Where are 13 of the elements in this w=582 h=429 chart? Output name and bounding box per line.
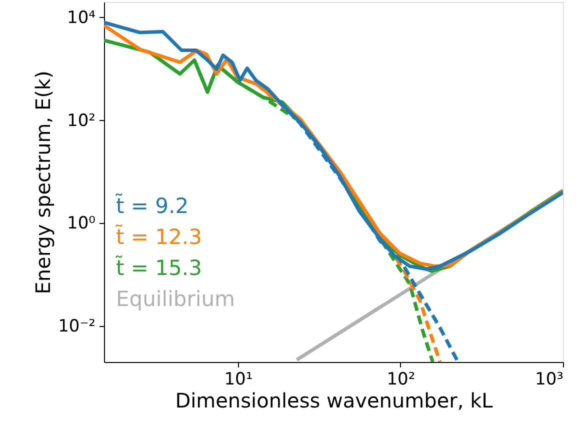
text: t̃ = 9.2	[115, 193, 189, 218]
y-tick-label: 10²	[67, 110, 96, 131]
text: t̃ = 12.3	[115, 224, 202, 249]
x-axis-title: Dimensionless wavenumber, kL	[175, 388, 494, 412]
y-tick-label: 10⁴	[67, 8, 96, 28]
x-tick-label: 10³	[535, 370, 564, 390]
y-axis-title: Energy spectrum, E(k)	[31, 70, 56, 294]
text: Equilibrium	[116, 287, 235, 311]
x-tick-label: 10²	[386, 370, 416, 390]
x-tick-label: 10¹	[224, 370, 253, 390]
text: t̃ = 15.3	[115, 255, 202, 280]
y-tick-label: 10⁰	[67, 214, 96, 234]
y-tick-label: 10⁻²	[58, 316, 96, 337]
